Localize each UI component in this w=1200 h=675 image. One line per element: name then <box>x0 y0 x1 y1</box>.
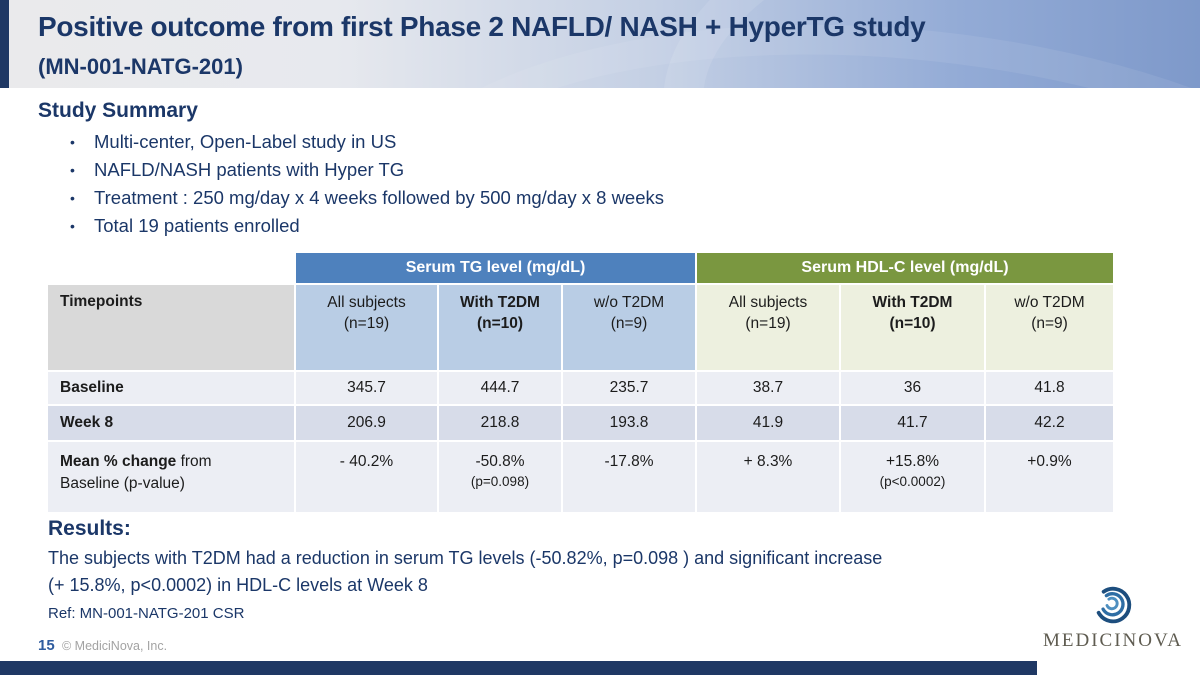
cell-main-value: -17.8% <box>604 453 654 470</box>
column-header-line1: With T2DM <box>872 294 953 311</box>
summary-bullet: • Treatment : 250 mg/day x 4 weeks follo… <box>70 184 664 212</box>
summary-bullet: • NAFLD/NASH patients with Hyper TG <box>70 156 664 184</box>
bottom-accent-bar <box>0 661 1037 675</box>
results-table: Serum TG level (mg/dL) Serum HDL-C level… <box>48 253 1113 512</box>
title-banner <box>0 0 1200 88</box>
column-header: All subjects (n=19) <box>697 285 839 370</box>
table-cell: 41.8 <box>986 372 1113 404</box>
column-header-line1: With T2DM <box>460 294 540 311</box>
cell-pvalue: (p=0.098) <box>470 474 530 489</box>
left-accent-stripe <box>0 0 9 88</box>
table-cell: 235.7 <box>563 372 695 404</box>
column-header: With T2DM (n=10) <box>439 285 561 370</box>
table-cell: 36 <box>841 372 984 404</box>
table-cell: + 8.3% <box>697 442 839 512</box>
row-label-mean-change: Mean % change from Baseline (p-value) <box>48 442 294 512</box>
table-cell: -50.8% (p=0.098) <box>439 442 561 512</box>
slide-title: Positive outcome from first Phase 2 NAFL… <box>38 11 926 42</box>
table-cell: 345.7 <box>296 372 437 404</box>
summary-bullet-text: Treatment : 250 mg/day x 4 weeks followe… <box>94 187 665 208</box>
table-cell: - 40.2% <box>296 442 437 512</box>
table-cell: 41.7 <box>841 406 984 440</box>
column-header-line2: (n=10) <box>476 315 524 332</box>
table-cell: +0.9% <box>986 442 1113 512</box>
summary-bullet-text: NAFLD/NASH patients with Hyper TG <box>94 159 405 180</box>
column-header-line2: (n=9) <box>1031 315 1068 332</box>
column-header: All subjects (n=19) <box>296 285 437 370</box>
summary-bullet-text: Multi-center, Open-Label study in US <box>94 131 397 152</box>
bullet-dot-icon: • <box>70 218 75 234</box>
study-summary-heading: Study Summary <box>38 99 198 122</box>
row-label-week8: Week 8 <box>48 406 294 440</box>
mean-change-bold-text: Mean % change <box>60 453 177 470</box>
logo-wordmark: MEDICINOVA <box>1043 630 1183 651</box>
cell-main-value: -50.8% <box>475 453 525 470</box>
results-text-line1: The subjects with T2DM had a reduction i… <box>48 548 883 568</box>
copyright-text: © MediciNova, Inc. <box>62 639 168 653</box>
cell-main-value: +0.9% <box>1027 453 1072 470</box>
mean-change-line2: Baseline (p-value) <box>60 475 185 492</box>
results-heading: Results: <box>48 517 131 540</box>
bullet-dot-icon: • <box>70 190 75 206</box>
column-header-line2: (n=10) <box>889 315 936 332</box>
column-header-line1: All subjects <box>327 294 406 311</box>
column-header-line1: w/o T2DM <box>593 294 665 311</box>
cell-main-value: + 8.3% <box>743 453 793 470</box>
cell-pvalue: (p<0.0002) <box>879 474 946 489</box>
row-label-baseline: Baseline <box>48 372 294 404</box>
table-cell: 444.7 <box>439 372 561 404</box>
table-cell: +15.8% (p<0.0002) <box>841 442 984 512</box>
bullet-dot-icon: • <box>70 134 75 150</box>
column-header-line2: (n=19) <box>343 315 390 332</box>
column-header: w/o T2DM (n=9) <box>986 285 1113 370</box>
column-header-line2: (n=9) <box>610 315 648 332</box>
summary-bullet: • Multi-center, Open-Label study in US <box>70 128 664 156</box>
column-header: w/o T2DM (n=9) <box>563 285 695 370</box>
table-cell: 218.8 <box>439 406 561 440</box>
group-header-serum-hdl: Serum HDL-C level (mg/dL) <box>697 253 1113 283</box>
table-cell: 41.9 <box>697 406 839 440</box>
spiral-arcs-icon <box>1094 586 1132 624</box>
bullet-dot-icon: • <box>70 162 75 178</box>
page-number: 15 <box>38 637 55 654</box>
reference-text: Ref: MN-001-NATG-201 CSR <box>48 605 245 622</box>
column-header: With T2DM (n=10) <box>841 285 984 370</box>
summary-bullet: • Total 19 patients enrolled <box>70 212 664 240</box>
results-text-line2: (+ 15.8%, p<0.0002) in HDL-C levels at W… <box>48 575 428 595</box>
table-cell: 38.7 <box>697 372 839 404</box>
column-header-line2: (n=19) <box>745 315 791 332</box>
study-summary-list: • Multi-center, Open-Label study in US •… <box>70 128 664 240</box>
table-cell: 42.2 <box>986 406 1113 440</box>
table-cell: 206.9 <box>296 406 437 440</box>
slide-subtitle: (MN-001-NATG-201) <box>38 54 243 79</box>
cell-main-value: - 40.2% <box>339 453 394 470</box>
table-cell: -17.8% <box>563 442 695 512</box>
group-header-serum-tg: Serum TG level (mg/dL) <box>296 253 695 283</box>
column-header-timepoints: Timepoints <box>48 285 294 370</box>
summary-bullet-text: Total 19 patients enrolled <box>94 215 300 236</box>
cell-main-value: +15.8% <box>885 453 939 470</box>
column-header-line1: w/o T2DM <box>1014 294 1085 311</box>
table-cell: 193.8 <box>563 406 695 440</box>
medicinova-logo: MEDICINOVA <box>1030 583 1196 652</box>
column-header-line1: All subjects <box>728 294 808 311</box>
table-corner-spacer <box>48 253 294 283</box>
mean-change-text: from <box>176 453 212 470</box>
